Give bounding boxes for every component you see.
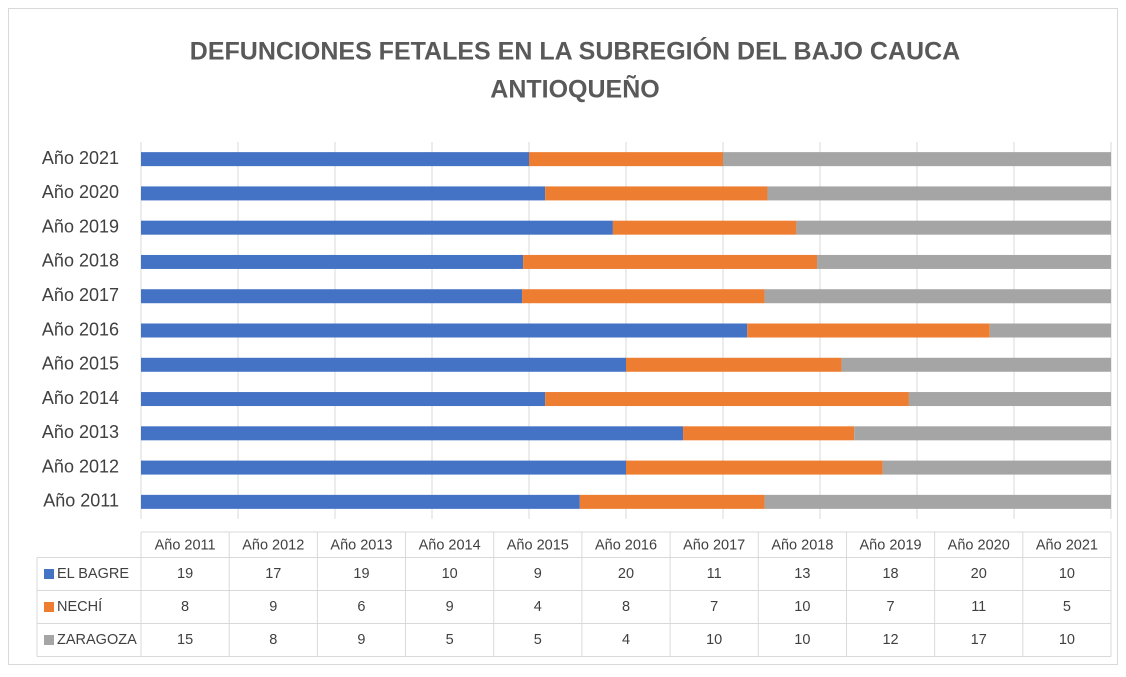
table-cell: 12 [882, 632, 898, 648]
table-header: Año 2012 [242, 538, 304, 554]
table-cell: 11 [971, 599, 986, 615]
bar-segment [796, 220, 1111, 235]
bar-segment [545, 392, 909, 407]
table-cell: 13 [794, 566, 810, 582]
table-cell: 15 [177, 632, 193, 648]
bar-segment [626, 460, 883, 475]
bar-segment [141, 220, 613, 235]
bar-segment [817, 254, 1111, 269]
table-cell: 10 [1059, 632, 1075, 648]
table-cell: 18 [882, 566, 898, 582]
table-header: Año 2014 [419, 538, 481, 554]
legend-swatch [44, 602, 54, 612]
table-header: Año 2018 [771, 538, 833, 554]
bar-segment [723, 152, 1111, 167]
table-header: Año 2016 [595, 538, 657, 554]
y-tick-label: Año 2021 [42, 148, 119, 168]
bar-segment [141, 392, 546, 407]
bar-segment [141, 152, 529, 167]
bar-segment [854, 426, 1111, 441]
bar-segment [626, 357, 842, 372]
bar-segment [882, 460, 1111, 475]
bar-segment [141, 426, 684, 441]
table-cell: 5 [446, 632, 454, 648]
bar-segment [579, 494, 765, 509]
table-header: Año 2020 [948, 538, 1010, 554]
table-cell: 4 [622, 632, 630, 648]
bar-segment [141, 254, 524, 269]
bar-segment [141, 357, 626, 372]
bar-segment [529, 152, 723, 167]
bar-segment [523, 254, 818, 269]
table-cell: 20 [618, 566, 634, 582]
bar-segment [683, 426, 855, 441]
table-cell: 9 [534, 566, 542, 582]
table-cell: 7 [710, 599, 718, 615]
legend-label: NECHÍ [57, 598, 102, 615]
chart-title: DEFUNCIONES FETALES EN LA SUBREGIÓN DEL … [190, 36, 960, 66]
y-tick-label: Año 2013 [42, 422, 119, 442]
table-cell: 5 [534, 632, 542, 648]
table-cell: 17 [265, 566, 281, 582]
table-cell: 8 [269, 632, 277, 648]
table-cell: 10 [442, 566, 458, 582]
bar-segment [141, 323, 748, 338]
legend-swatch [44, 569, 54, 579]
chart-title: ANTIOQUEÑO [490, 74, 659, 104]
table-cell: 10 [794, 632, 810, 648]
y-tick-label: Año 2020 [42, 182, 119, 202]
table-cell: 10 [1059, 566, 1075, 582]
table-header: Año 2019 [859, 538, 921, 554]
y-tick-label: Año 2012 [42, 456, 119, 476]
table-header: Año 2013 [330, 538, 392, 554]
y-tick-label: Año 2016 [42, 319, 119, 339]
legend-label: EL BAGRE [57, 566, 129, 582]
y-tick-label: Año 2018 [42, 251, 119, 271]
bar-segment [612, 220, 797, 235]
bar-segment [767, 186, 1111, 201]
table-cell: 7 [887, 599, 895, 615]
y-tick-label: Año 2014 [42, 388, 119, 408]
y-tick-label: Año 2011 [43, 491, 119, 511]
table-cell: 11 [707, 566, 722, 582]
bar-segment [764, 289, 1111, 304]
table-cell: 10 [794, 599, 810, 615]
legend-label: ZARAGOZA [57, 632, 137, 648]
table-cell: 9 [269, 599, 277, 615]
bar-segment [141, 186, 546, 201]
bar-segment [841, 357, 1111, 372]
bar-segment [545, 186, 768, 201]
table-cell: 4 [534, 599, 542, 615]
table-header: Año 2017 [683, 538, 745, 554]
legend-swatch [44, 635, 54, 645]
y-tick-label: Año 2019 [42, 216, 119, 236]
bar-segment [141, 460, 626, 475]
y-tick-label: Año 2017 [42, 285, 119, 305]
y-tick-label: Año 2015 [42, 354, 119, 374]
table-cell: 9 [357, 632, 365, 648]
table-header: Año 2015 [507, 538, 569, 554]
table-cell: 20 [971, 566, 987, 582]
table-cell: 10 [706, 632, 722, 648]
table-cell: 17 [971, 632, 987, 648]
bar-segment [141, 494, 580, 509]
table-cell: 6 [357, 599, 365, 615]
table-header: Año 2021 [1036, 538, 1098, 554]
bar-segment [141, 289, 523, 304]
bar-segment [908, 392, 1111, 407]
bar-segment [747, 323, 990, 338]
table-header: Año 2011 [155, 538, 216, 554]
table-cell: 8 [622, 599, 630, 615]
table-cell: 5 [1063, 599, 1071, 615]
table-cell: 8 [181, 599, 189, 615]
table-cell: 19 [353, 566, 369, 582]
bar-segment [764, 494, 1111, 509]
bar-segment [989, 323, 1111, 338]
table-cell: 19 [177, 566, 193, 582]
bar-segment [522, 289, 765, 304]
table-cell: 9 [446, 599, 454, 615]
